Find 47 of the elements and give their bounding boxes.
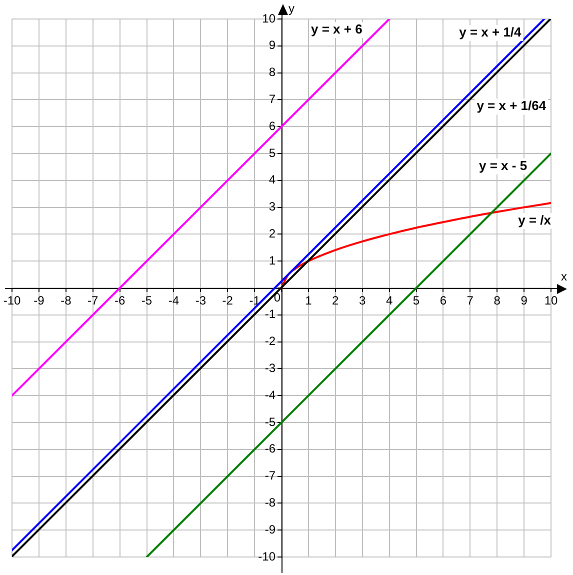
x-tick-label: 9 [520,294,528,308]
y-tick-label: -9 [264,522,276,536]
y-tick-label: 6 [268,118,276,133]
x-tick-label: 6 [440,294,447,308]
y-tick-label: -1 [264,307,276,322]
y-tick-label: 2 [268,226,276,241]
x-tick-label: 7 [466,294,474,308]
y-tick-label: 10 [262,11,276,26]
y-tick-label: -3 [264,361,276,376]
y-tick-label: 3 [268,200,276,214]
y-tick-label: 9 [268,38,276,52]
x-tick-label: -5 [141,294,152,308]
y-tick-label: -10 [258,549,276,564]
x-tick-label: -2 [222,294,234,308]
y-tick-label: 5 [268,146,276,160]
y-tick-label: -6 [264,442,276,456]
x-tick-label: 10 [544,294,558,308]
y-tick-label: -7 [264,468,276,483]
y-tick-label: 1 [268,253,276,268]
series-label: y = x + 1/64 [476,98,547,114]
x-tick-label: 8 [494,294,501,308]
x-tick-label: 4 [386,294,393,308]
y-tick-label: 8 [268,65,276,80]
x-tick-label: -3 [195,294,206,308]
series-label: y = /x [518,212,552,228]
y-tick-label: -4 [264,388,276,402]
x-axis-title: x [561,269,567,284]
line-series [280,202,551,289]
x-tick-label: 3 [359,294,366,308]
y-axis-title: y [288,1,294,16]
series-label: y = x - 5 [479,158,528,173]
x-tick-label: -9 [34,294,45,308]
x-tick-label: 1 [305,294,312,308]
x-tick-label: 5 [412,294,420,308]
y-tick-label: 7 [268,92,276,106]
y-tick-label: -5 [264,414,276,429]
x-tick-label: -8 [60,294,72,308]
y-tick-label: 4 [268,172,276,187]
x-tick-label: -10 [3,294,21,308]
x-tick-label: -4 [168,294,180,308]
y-tick-label: -8 [264,496,276,510]
x-tick-label: -7 [88,294,99,308]
x-tick-label: -6 [114,294,126,308]
x-tick-label: 2 [332,294,340,308]
series-label: y = x + 6 [310,22,362,37]
series-label: y = x + 1/4 [459,24,522,40]
y-tick-label: -2 [264,334,276,348]
